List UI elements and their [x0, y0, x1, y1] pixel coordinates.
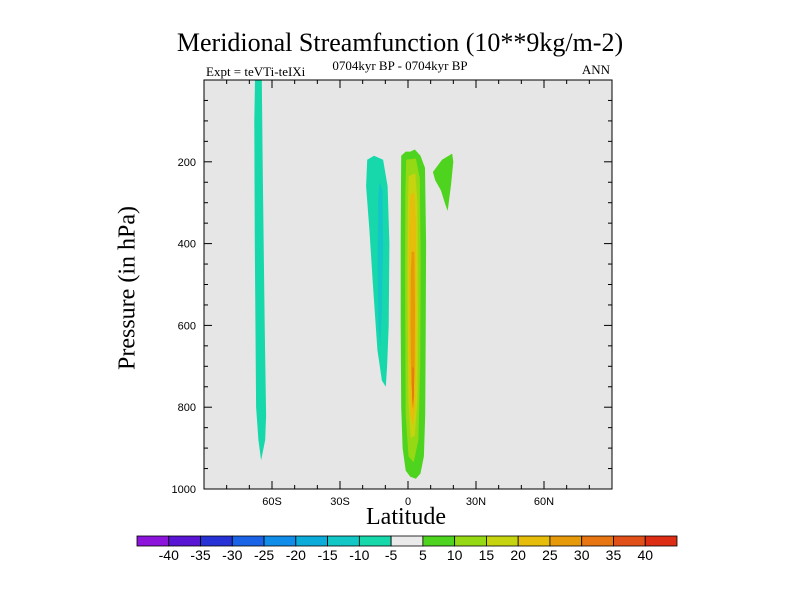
- colorbar-box: [295, 535, 328, 547]
- colorbar-box: [581, 535, 614, 547]
- colorbar-box: [549, 535, 583, 547]
- colorbar-label: 25: [542, 547, 558, 563]
- axis-ticks: 60S 30S 0 30N 60N 200 400 600 800 1000: [172, 80, 612, 508]
- colorbar-box: [454, 535, 487, 547]
- y-tick-label: 400: [178, 239, 196, 251]
- colorbar-label: -40: [159, 547, 179, 563]
- x-tick-label: 60N: [534, 496, 554, 508]
- colorbar-box: [231, 535, 265, 547]
- pos-cell-eq-25: [410, 251, 415, 404]
- period-label: 0704kyr BP - 0704kyr BP: [332, 58, 468, 73]
- colorbar-box: [613, 535, 646, 547]
- colorbar-label: -5: [385, 547, 398, 563]
- chart-title: Meridional Streamfunction (10**9kg/m-2): [176, 28, 624, 57]
- neg-cell-65s: [254, 80, 267, 461]
- experiment-label: Expt = teVTi-teIXi: [206, 64, 306, 79]
- colorbar-label: 15: [479, 547, 495, 563]
- colorbar-label: 30: [574, 547, 590, 563]
- x-tick-label: 0: [405, 496, 411, 508]
- colorbar-label: -20: [286, 547, 306, 563]
- colorbar-box: [390, 535, 424, 547]
- colorbar-box: [327, 535, 360, 547]
- colorbar-label: 20: [510, 547, 526, 563]
- colorbar-box: [422, 535, 456, 547]
- colorbar-label: 40: [637, 547, 653, 563]
- contour-layer: [254, 80, 454, 479]
- colorbar-box: [644, 535, 678, 547]
- pos-cell-17n: [432, 153, 454, 211]
- x-tick-label: 30N: [466, 496, 486, 508]
- plot-frame: [203, 79, 613, 490]
- x-tick-label: 30S: [330, 496, 350, 508]
- neg-core-12s: [377, 182, 384, 346]
- pos-cell-eq-30: [412, 366, 414, 410]
- colorbar-label: -15: [317, 547, 337, 563]
- y-tick-label: 600: [178, 320, 196, 332]
- season-label: ANN: [581, 62, 610, 77]
- colorbar-label: 5: [419, 547, 427, 563]
- colorbar-box: [263, 535, 297, 547]
- colorbar-label: 35: [606, 547, 622, 563]
- x-tick-label: 60S: [262, 496, 282, 508]
- colorbar-box: [136, 535, 170, 547]
- colorbar-label: 10: [447, 547, 463, 563]
- colorbar-box: [517, 535, 551, 547]
- colorbar-box: [168, 535, 201, 547]
- colorbar-label: -25: [254, 547, 274, 563]
- colorbar-label: -30: [222, 547, 242, 563]
- colorbar-box: [358, 535, 392, 547]
- colorbar-label: -35: [190, 547, 210, 563]
- y-tick-label: 800: [178, 402, 196, 414]
- y-tick-label: 200: [178, 157, 196, 169]
- colorbar-label: -10: [349, 547, 369, 563]
- colorbar-box: [486, 535, 519, 547]
- colorbar: -40 -35 -30 -25 -20 -15 -10 -5 5 10 15 20 25 30 35 40: [136, 535, 678, 563]
- colorbar-box: [200, 535, 233, 547]
- x-axis-label: Latitude: [366, 504, 446, 530]
- y-tick-label: 1000: [172, 484, 196, 496]
